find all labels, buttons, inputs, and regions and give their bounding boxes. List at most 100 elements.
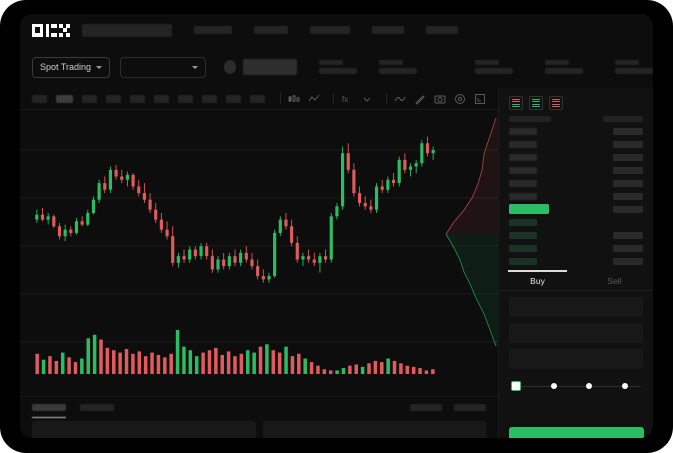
tab-open-orders[interactable] xyxy=(32,404,66,418)
place-buy-order-button[interactable] xyxy=(509,427,644,438)
nav-item-4[interactable] xyxy=(372,26,404,34)
timeframe-button-5[interactable] xyxy=(130,94,145,103)
ask-size xyxy=(613,166,643,174)
bid-size xyxy=(613,257,643,265)
orderbook-combined-view-icon[interactable] xyxy=(509,96,523,110)
orders-action-2[interactable] xyxy=(454,404,486,411)
orderbook-last-price xyxy=(509,204,549,214)
camera-icon[interactable] xyxy=(433,92,446,105)
ask-price xyxy=(509,153,537,161)
ticker-stat-4 xyxy=(545,60,583,74)
tab-order-history[interactable] xyxy=(80,404,114,411)
line-chart-icon[interactable] xyxy=(307,92,320,105)
ask-size xyxy=(613,192,643,200)
candlestick-series xyxy=(35,136,435,283)
orderbook-ask-row[interactable] xyxy=(509,179,643,187)
slider-marker-25[interactable] xyxy=(551,383,558,389)
nav-item-5[interactable] xyxy=(426,26,458,34)
orderbook-bid-row[interactable] xyxy=(509,257,643,265)
orderbook-view-modes xyxy=(499,88,653,116)
timeframe-button-9[interactable] xyxy=(226,94,241,103)
nav-item-3[interactable] xyxy=(310,26,350,34)
toolbar-divider xyxy=(333,93,334,104)
ticker-stat-3 xyxy=(475,60,513,74)
timeframe-button-7[interactable] xyxy=(178,94,193,103)
orders-tab-actions xyxy=(410,404,486,411)
fullscreen-icon[interactable] xyxy=(473,92,486,105)
timeframe-button-4[interactable] xyxy=(106,94,121,103)
order-amount-field[interactable] xyxy=(509,323,643,343)
settings-icon[interactable] xyxy=(453,92,466,105)
orders-action-1[interactable] xyxy=(410,404,442,411)
trading-pair-select[interactable] xyxy=(120,56,207,78)
timeframe-button-6[interactable] xyxy=(154,94,169,103)
buy-sell-tabs: Buy Sell xyxy=(499,270,653,291)
order-amount-slider[interactable] xyxy=(511,380,641,392)
ask-price xyxy=(509,166,537,174)
orderbook-body xyxy=(499,116,653,265)
bid-price xyxy=(509,231,537,239)
logo-letter-x xyxy=(59,23,70,37)
tab-buy[interactable]: Buy xyxy=(499,270,576,290)
bid-size xyxy=(613,219,643,226)
ask-size xyxy=(613,179,643,187)
pencil-icon[interactable] xyxy=(413,92,426,105)
timeframe-button-10[interactable] xyxy=(250,94,265,103)
orderbook-ask-row[interactable] xyxy=(509,153,643,161)
stat-value xyxy=(475,68,513,74)
tab-sell[interactable]: Sell xyxy=(607,276,622,286)
price-chart-area[interactable] xyxy=(20,110,498,396)
nav-items-group xyxy=(194,26,458,34)
bid-size xyxy=(613,231,643,239)
ask-price xyxy=(509,127,537,135)
indicator-icon[interactable]: fx xyxy=(340,92,353,105)
ticker-stat-2 xyxy=(379,60,417,74)
timeframe-button-8[interactable] xyxy=(202,94,217,103)
chevron-down-icon xyxy=(96,65,103,69)
slider-marker-50[interactable] xyxy=(586,383,593,389)
toolbar-divider xyxy=(280,93,281,104)
orders-content-area xyxy=(20,421,498,438)
orderbook-ask-row[interactable] xyxy=(509,140,643,148)
orderbook-bid-row[interactable] xyxy=(509,231,643,239)
nav-item-1[interactable] xyxy=(194,26,232,34)
orderbook-asks-view-icon[interactable] xyxy=(549,96,563,110)
orderbook-ask-row[interactable] xyxy=(509,192,643,200)
stat-value xyxy=(545,68,583,74)
stat-label xyxy=(379,60,403,65)
slider-handle[interactable] xyxy=(511,381,521,391)
chevron-down-icon[interactable] xyxy=(360,92,373,105)
slider-track xyxy=(511,385,641,387)
global-search-input[interactable] xyxy=(82,23,172,37)
volume-series xyxy=(35,330,435,374)
candlestick-chart-icon[interactable] xyxy=(287,92,300,105)
stat-label xyxy=(475,60,499,65)
orderbook-ask-row[interactable] xyxy=(509,127,643,135)
orderbook-bid-row[interactable] xyxy=(509,218,643,226)
stat-value xyxy=(615,68,653,74)
orderbook-last-price-row xyxy=(509,204,643,214)
stat-value xyxy=(379,68,417,74)
timeframe-button-2[interactable] xyxy=(56,94,73,103)
okx-logo[interactable] xyxy=(32,23,70,37)
orders-panel-left[interactable] xyxy=(32,421,256,438)
slider-marker-75[interactable] xyxy=(621,383,628,389)
orders-panel-right[interactable] xyxy=(262,421,486,438)
market-type-label: Spot Trading xyxy=(40,62,92,72)
order-total-field[interactable] xyxy=(509,349,643,369)
orderbook-bids-view-icon[interactable] xyxy=(529,96,543,110)
orders-tab-bar xyxy=(20,396,498,418)
timeframe-button-3[interactable] xyxy=(82,94,97,103)
orderbook-column-headers xyxy=(509,116,643,122)
orderbook-and-trade-panel: Buy Sell xyxy=(498,88,653,438)
last-price-value xyxy=(243,59,297,75)
nav-item-2[interactable] xyxy=(254,26,288,34)
logo-letter-o xyxy=(32,23,43,37)
ask-price xyxy=(509,140,537,148)
timeframe-button-1[interactable] xyxy=(32,94,47,103)
orderbook-bid-row[interactable] xyxy=(509,244,643,252)
order-price-field[interactable] xyxy=(509,297,643,317)
trend-line-icon[interactable] xyxy=(393,92,406,105)
orderbook-ask-row[interactable] xyxy=(509,166,643,174)
market-type-dropdown[interactable]: Spot Trading xyxy=(32,56,111,78)
